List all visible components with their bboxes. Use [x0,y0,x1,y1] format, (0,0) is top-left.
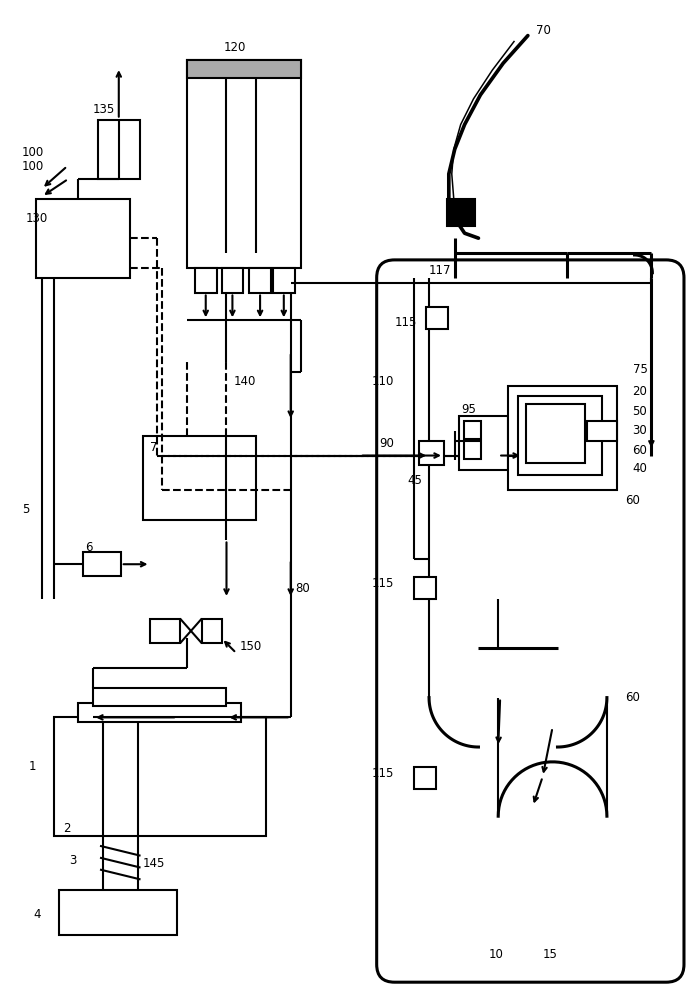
Text: 70: 70 [536,24,551,37]
Text: 3: 3 [69,854,77,867]
Text: 100: 100 [22,160,44,173]
Bar [458,416,508,470]
Text: 90: 90 [379,437,395,450]
FancyBboxPatch shape [377,260,684,982]
Text: 120: 120 [223,41,246,54]
Text: 115: 115 [395,316,416,329]
Bar [426,307,448,329]
Text: 150: 150 [239,640,262,653]
Text: 15: 15 [542,948,558,961]
Bar [78,703,242,722]
Bar [93,688,227,706]
Text: 50: 50 [633,405,648,418]
Text: 45: 45 [407,474,422,487]
Text: 60: 60 [624,494,640,507]
Bar [249,268,271,292]
Text: 130: 130 [26,212,48,225]
Text: 80: 80 [295,582,310,595]
Bar [187,60,300,78]
Bar [54,717,266,836]
Bar [447,199,475,226]
Text: 1: 1 [29,760,36,773]
Text: 20: 20 [633,385,648,398]
Text: 110: 110 [372,375,394,388]
Bar [273,268,295,292]
Text: 145: 145 [143,857,165,870]
Text: 117: 117 [429,264,452,277]
Bar [518,396,602,475]
Text: 6: 6 [85,541,92,554]
Text: 10: 10 [489,948,503,961]
Bar [187,60,300,268]
Text: 2: 2 [64,822,71,835]
Bar [463,421,482,439]
Bar [414,767,436,789]
Text: 60: 60 [624,691,640,704]
Text: 4: 4 [34,908,41,922]
Bar [463,441,482,459]
Bar [83,552,121,576]
Bar [419,441,444,465]
Text: 60: 60 [633,444,648,457]
Text: 30: 30 [633,424,648,437]
Bar [526,404,585,463]
Text: 5: 5 [22,503,29,516]
Bar [587,421,617,441]
Text: 75: 75 [633,363,648,376]
Text: 40: 40 [633,462,648,475]
Text: 95: 95 [462,403,477,416]
Text: 140: 140 [233,375,256,388]
Bar [98,120,139,179]
Text: 100: 100 [22,146,44,159]
Bar [221,268,244,292]
Bar [143,436,256,520]
Bar [59,890,177,935]
Text: 7: 7 [150,441,158,454]
Text: 115: 115 [372,577,394,590]
Bar [202,619,221,643]
Bar [195,268,216,292]
Text: 135: 135 [93,103,116,116]
Bar [508,386,617,490]
Bar [36,199,130,278]
Text: 115: 115 [372,767,394,780]
Bar [414,577,436,599]
Bar [150,619,180,643]
